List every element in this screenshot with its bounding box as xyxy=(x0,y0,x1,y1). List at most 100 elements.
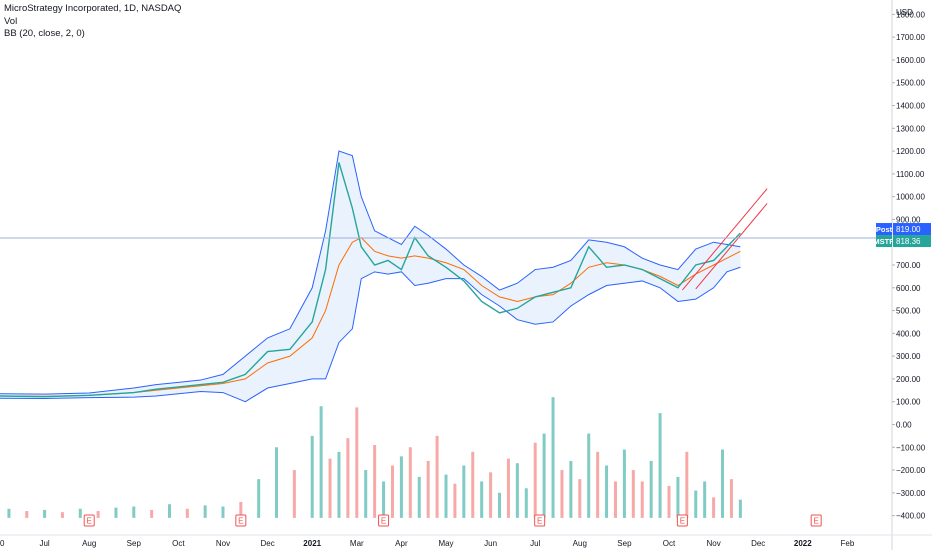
x-tick-label: Apr xyxy=(395,539,408,548)
earnings-marker xyxy=(378,514,390,527)
volume-bar xyxy=(203,505,207,518)
bollinger-lower-line xyxy=(0,266,741,403)
x-tick-label: Dec xyxy=(751,539,765,548)
volume-bar xyxy=(480,481,484,518)
x-tick-label: Mar xyxy=(350,539,364,548)
volume-bar xyxy=(524,488,528,518)
volume-bar xyxy=(587,433,591,518)
y-tick-label: 300.00 xyxy=(896,352,921,361)
volume-bar xyxy=(498,492,502,518)
volume-bar xyxy=(489,472,493,518)
volume-bar xyxy=(667,485,671,518)
volume-bar xyxy=(729,479,733,518)
volume-bar xyxy=(185,508,189,518)
volume-bar xyxy=(694,490,698,518)
y-tick-label: 700.00 xyxy=(896,261,921,270)
volume-bar xyxy=(292,470,296,518)
x-tick-label: Feb xyxy=(841,539,855,548)
chart-legend: MicroStrategy Incorporated, 1D, NASDAQ V… xyxy=(4,3,181,41)
y-tick-label: 1300.00 xyxy=(896,124,925,133)
volume-bar xyxy=(605,465,609,518)
volume-bar xyxy=(60,512,64,518)
volume-bar xyxy=(712,497,716,518)
post-price-tag-value-box xyxy=(893,223,931,236)
post-price-tag-name-box xyxy=(876,223,892,236)
earnings-marker xyxy=(534,514,546,527)
volume-bar xyxy=(649,460,653,518)
x-tick-label: Oct xyxy=(663,539,676,548)
x-tick-label: Oct xyxy=(172,539,185,548)
volume-bar xyxy=(408,447,412,518)
volume-bar xyxy=(426,460,430,518)
y-tick-label: 1100.00 xyxy=(896,170,925,179)
channel-line xyxy=(695,203,768,290)
x-tick-label: Nov xyxy=(216,539,230,548)
legend-title[interactable]: MicroStrategy Incorporated, 1D, NASDAQ xyxy=(4,3,182,14)
y-tick-label: 100.00 xyxy=(896,398,921,407)
volume-bar xyxy=(239,501,243,518)
volume-bar xyxy=(25,511,29,518)
volume-bar xyxy=(337,451,341,518)
x-tick-label: Jun xyxy=(484,539,497,548)
volume-bar xyxy=(506,458,510,518)
y-tick-label: −200.00 xyxy=(896,466,926,475)
y-tick-label: −400.00 xyxy=(896,512,926,521)
earnings-label: E xyxy=(680,517,685,526)
volume-bar xyxy=(444,474,448,518)
volume-bar xyxy=(390,465,394,518)
x-tick-label: 2022 xyxy=(794,539,812,548)
earnings-marker xyxy=(83,514,95,527)
y-tick-label: 0.00 xyxy=(896,420,912,429)
volume-bar xyxy=(43,509,47,518)
y-tick-label: 1800.00 xyxy=(896,10,925,19)
volume-bar xyxy=(78,508,82,518)
x-tick-label: Jul xyxy=(39,539,49,548)
mstr-price-tag-name-box xyxy=(876,235,892,248)
volume-bar xyxy=(551,397,555,518)
earnings-label: E xyxy=(814,517,819,526)
y-tick-label: 1000.00 xyxy=(896,193,925,202)
mstr-price-tag-value: 818.36 xyxy=(896,237,921,246)
legend-bb[interactable]: BB (20, close, 2, 0) xyxy=(4,28,85,39)
volume-bar xyxy=(542,433,546,518)
volume-bar xyxy=(453,483,457,518)
volume-bar xyxy=(275,447,279,518)
volume-bar xyxy=(533,442,537,518)
volume-bar xyxy=(462,465,466,518)
y-tick-label: 1600.00 xyxy=(896,56,925,65)
y-tick-label: 500.00 xyxy=(896,307,921,316)
volume-bar xyxy=(640,481,644,518)
earnings-marker xyxy=(676,514,688,527)
volume-bar xyxy=(569,460,573,518)
volume-bar xyxy=(738,499,742,518)
post-price-tag-name: Post xyxy=(876,225,893,234)
volume-bar xyxy=(515,463,519,518)
volume-bar xyxy=(373,444,377,518)
volume-bar xyxy=(685,451,689,518)
volume-bar xyxy=(167,504,171,518)
volume-bar xyxy=(631,470,635,518)
currency-label: USD xyxy=(896,8,913,17)
volume-bar xyxy=(328,458,332,518)
x-tick-label: 2021 xyxy=(303,539,321,548)
x-tick-label: Jul xyxy=(530,539,540,548)
x-tick-label: Sep xyxy=(127,539,142,548)
y-tick-label: 200.00 xyxy=(896,375,921,384)
y-tick-label: 900.00 xyxy=(896,215,921,224)
volume-bar xyxy=(622,449,626,518)
volume-bar xyxy=(114,507,118,518)
y-tick-label: 1700.00 xyxy=(896,33,925,42)
volume-bar xyxy=(355,407,359,518)
legend-vol[interactable]: Vol xyxy=(4,15,18,27)
volume-bar xyxy=(721,449,725,518)
earnings-label: E xyxy=(238,517,243,526)
earnings-label: E xyxy=(381,517,386,526)
y-tick-label: −300.00 xyxy=(896,489,926,498)
volume-bar xyxy=(150,509,154,518)
volume-bar xyxy=(257,479,261,518)
volume-bar xyxy=(596,451,600,518)
volume-bar xyxy=(658,413,662,518)
mstr-price-tag-value-box xyxy=(893,235,931,248)
